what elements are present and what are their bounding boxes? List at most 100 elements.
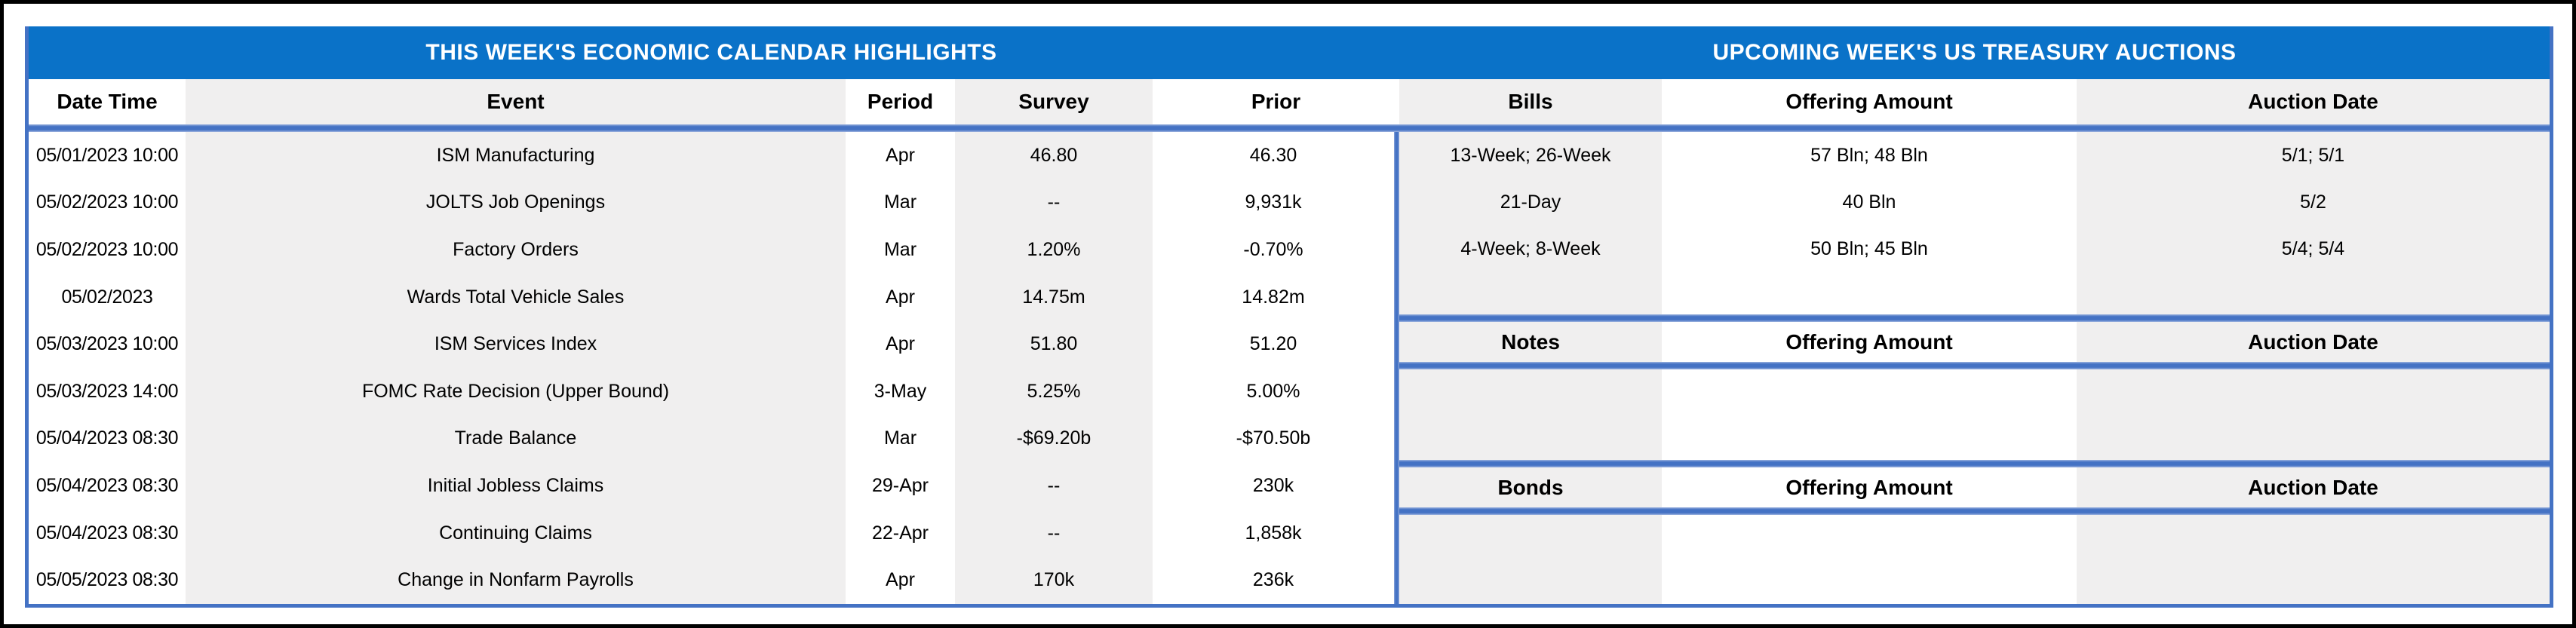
cell-offering: 40 Bln bbox=[1662, 179, 2077, 225]
cell-auction-date: 5/2 bbox=[2077, 179, 2550, 225]
cell-event: ISM Services Index bbox=[186, 320, 846, 368]
cell-event: Trade Balance bbox=[186, 415, 846, 463]
cell-security: 4-Week; 8-Week bbox=[1399, 225, 1662, 272]
header-bills: Bills bbox=[1399, 79, 1662, 124]
cell-prior: -0.70% bbox=[1153, 226, 1394, 274]
cell-date: 05/03/2023 14:00 bbox=[29, 367, 186, 415]
cell-offering: 50 Bln; 45 Bln bbox=[1662, 225, 2077, 272]
cell-period: 3-May bbox=[846, 367, 955, 415]
empty-cell bbox=[2077, 515, 2550, 604]
cell-prior: 51.20 bbox=[1153, 320, 1394, 368]
cell-period: Apr bbox=[846, 556, 955, 604]
column-header-row: Date Time Event Period Survey Prior Bill… bbox=[29, 79, 2550, 124]
cell-event: Factory Orders bbox=[186, 226, 846, 274]
cell-survey: 170k bbox=[955, 556, 1153, 604]
notes-separator-rule bbox=[1399, 314, 2550, 322]
empty-cell bbox=[2077, 272, 2550, 314]
table-row: 05/02/2023 10:00 JOLTS Job Openings Mar … bbox=[29, 179, 1394, 227]
cell-period: 29-Apr bbox=[846, 462, 955, 510]
empty-cell bbox=[2077, 369, 2550, 460]
cell-event: Continuing Claims bbox=[186, 509, 846, 557]
empty-cell bbox=[1399, 515, 1662, 604]
auctions-title: UPCOMING WEEK'S US TREASURY AUCTIONS bbox=[1712, 40, 2237, 65]
table-row: 05/02/2023 Wards Total Vehicle Sales Apr… bbox=[29, 273, 1394, 321]
cell-date: 05/02/2023 10:00 bbox=[29, 179, 186, 227]
cell-date: 05/02/2023 10:00 bbox=[29, 226, 186, 274]
table-body: 05/01/2023 10:00 ISM Manufacturing Apr 4… bbox=[29, 132, 2550, 604]
bonds-separator-rule bbox=[1399, 460, 2550, 467]
table-row: 4-Week; 8-Week 50 Bln; 45 Bln 5/4; 5/4 bbox=[1399, 225, 2550, 272]
header-survey: Survey bbox=[955, 79, 1153, 124]
economic-calendar-table: 05/01/2023 10:00 ISM Manufacturing Apr 4… bbox=[29, 132, 1394, 604]
treasury-auctions-table: 13-Week; 26-Week 57 Bln; 48 Bln 5/1; 5/1… bbox=[1399, 132, 2550, 604]
cell-prior: -$70.50b bbox=[1153, 415, 1394, 463]
header-prior: Prior bbox=[1153, 79, 1399, 124]
table-row: 05/03/2023 14:00 FOMC Rate Decision (Upp… bbox=[29, 367, 1394, 415]
cell-event: Wards Total Vehicle Sales bbox=[186, 273, 846, 321]
cell-survey: 14.75m bbox=[955, 273, 1153, 321]
notes-separator-rule bbox=[1399, 362, 2550, 369]
cell-date: 05/01/2023 10:00 bbox=[29, 132, 186, 179]
cell-date: 05/04/2023 08:30 bbox=[29, 415, 186, 463]
table-row: 05/04/2023 08:30 Continuing Claims 22-Ap… bbox=[29, 509, 1394, 557]
header-offering-amount: Offering Amount bbox=[1662, 467, 2077, 507]
economic-calendar-sheet: THIS WEEK'S ECONOMIC CALENDAR HIGHLIGHTS… bbox=[25, 26, 2553, 608]
cell-auction-date: 5/1; 5/1 bbox=[2077, 132, 2550, 179]
header-notes: Notes bbox=[1399, 322, 1662, 362]
cell-prior: 5.00% bbox=[1153, 367, 1394, 415]
header-bonds: Bonds bbox=[1399, 467, 1662, 507]
title-bar: THIS WEEK'S ECONOMIC CALENDAR HIGHLIGHTS… bbox=[29, 26, 2550, 79]
bills-empty-row bbox=[1399, 272, 2550, 314]
cell-offering: 57 Bln; 48 Bln bbox=[1662, 132, 2077, 179]
cell-date: 05/02/2023 bbox=[29, 273, 186, 321]
table-row: 05/04/2023 08:30 Trade Balance Mar -$69.… bbox=[29, 415, 1394, 463]
cell-security: 21-Day bbox=[1399, 179, 1662, 225]
notes-header-row: Notes Offering Amount Auction Date bbox=[1399, 322, 2550, 362]
header-underline-rule bbox=[29, 124, 2550, 132]
table-row: 05/02/2023 10:00 Factory Orders Mar 1.20… bbox=[29, 226, 1394, 274]
bonds-separator-rule bbox=[1399, 507, 2550, 515]
cell-prior: 230k bbox=[1153, 462, 1394, 510]
header-auction-date: Auction Date bbox=[2077, 467, 2550, 507]
empty-cell bbox=[1399, 369, 1662, 460]
bonds-header-row: Bonds Offering Amount Auction Date bbox=[1399, 467, 2550, 507]
table-row: 21-Day 40 Bln 5/2 bbox=[1399, 179, 2550, 225]
cell-event: ISM Manufacturing bbox=[186, 132, 846, 179]
cell-period: Mar bbox=[846, 179, 955, 227]
table-row: 13-Week; 26-Week 57 Bln; 48 Bln 5/1; 5/1 bbox=[1399, 132, 2550, 179]
header-auction-date: Auction Date bbox=[2077, 322, 2550, 362]
header-offering-amount: Offering Amount bbox=[1662, 79, 2077, 124]
notes-empty-block bbox=[1399, 369, 2550, 460]
cell-prior: 46.30 bbox=[1153, 132, 1394, 179]
bills-block: 13-Week; 26-Week 57 Bln; 48 Bln 5/1; 5/1… bbox=[1399, 132, 2550, 314]
table-row: 05/03/2023 10:00 ISM Services Index Apr … bbox=[29, 320, 1394, 368]
header-date-time: Date Time bbox=[29, 79, 186, 124]
cell-period: Mar bbox=[846, 226, 955, 274]
header-offering-amount: Offering Amount bbox=[1662, 322, 2077, 362]
cell-event: Initial Jobless Claims bbox=[186, 462, 846, 510]
cell-survey: -- bbox=[955, 179, 1153, 227]
cell-survey: -- bbox=[955, 509, 1153, 557]
cell-period: Apr bbox=[846, 273, 955, 321]
section-divider bbox=[1394, 132, 1399, 604]
table-row: 05/01/2023 10:00 ISM Manufacturing Apr 4… bbox=[29, 132, 1394, 179]
calendar-title: THIS WEEK'S ECONOMIC CALENDAR HIGHLIGHTS bbox=[425, 40, 997, 65]
header-period: Period bbox=[846, 79, 955, 124]
cell-date: 05/05/2023 08:30 bbox=[29, 556, 186, 604]
table-row: 05/05/2023 08:30 Change in Nonfarm Payro… bbox=[29, 556, 1394, 604]
header-event: Event bbox=[186, 79, 846, 124]
cell-survey: 51.80 bbox=[955, 320, 1153, 368]
cell-prior: 236k bbox=[1153, 556, 1394, 604]
cell-date: 05/04/2023 08:30 bbox=[29, 462, 186, 510]
cell-event: FOMC Rate Decision (Upper Bound) bbox=[186, 367, 846, 415]
cell-prior: 9,931k bbox=[1153, 179, 1394, 227]
cell-security: 13-Week; 26-Week bbox=[1399, 132, 1662, 179]
header-auction-date: Auction Date bbox=[2077, 79, 2550, 124]
table-row: 05/04/2023 08:30 Initial Jobless Claims … bbox=[29, 462, 1394, 510]
cell-prior: 1,858k bbox=[1153, 509, 1394, 557]
bonds-empty-block bbox=[1399, 515, 2550, 604]
empty-cell bbox=[1662, 369, 2077, 460]
cell-period: Mar bbox=[846, 415, 955, 463]
cell-period: 22-Apr bbox=[846, 509, 955, 557]
